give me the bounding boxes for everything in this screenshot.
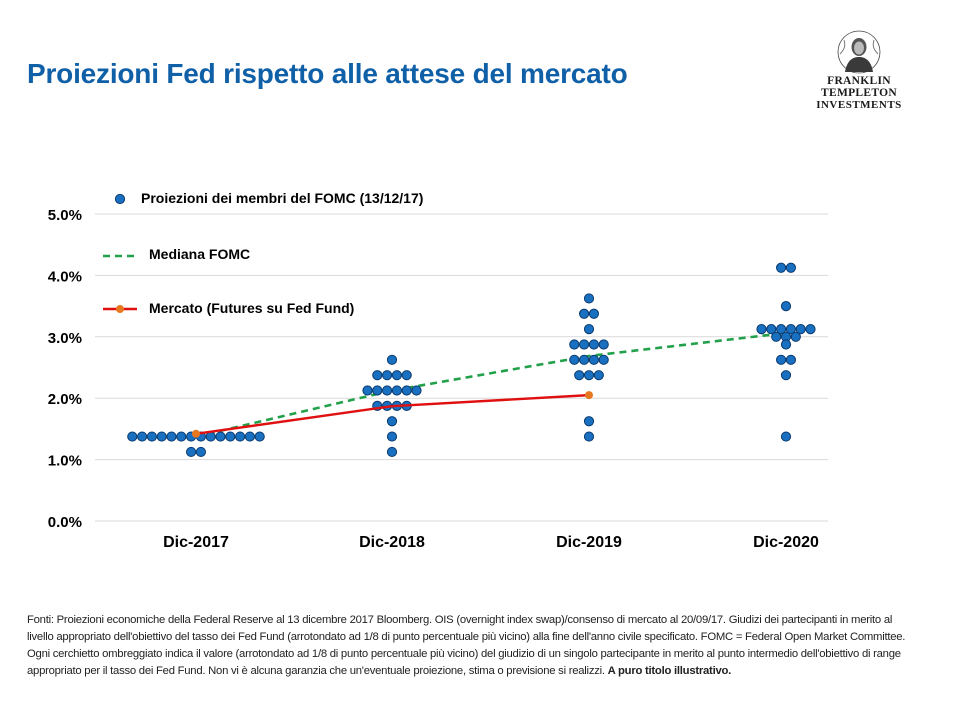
footnote-bold: A puro titolo illustrativo. bbox=[607, 665, 732, 677]
fomc-projection-dot bbox=[579, 339, 590, 350]
fomc-projection-dot bbox=[391, 370, 402, 381]
fomc-projection-dot bbox=[386, 354, 398, 365]
fomc-projection-dot bbox=[401, 370, 412, 381]
page-title: Proiezioni Fed rispetto alle attese del … bbox=[27, 58, 628, 89]
fomc-projection-dot bbox=[583, 416, 595, 427]
fomc-projection-dot bbox=[362, 385, 373, 396]
fomc-projection-dot bbox=[583, 293, 595, 304]
fomc-projection-dot bbox=[186, 446, 197, 458]
median-series-line bbox=[195, 331, 787, 438]
fomc-projection-dot bbox=[386, 416, 398, 427]
legend-dot-marker bbox=[114, 193, 126, 205]
fomc-dot-plot-chart: 0.0% 1.0% 2.0% 3.0% 4.0% 5.0% Dic-2017 Dic-2018… bbox=[48, 190, 828, 551]
x-tick-label: Dic-2019 bbox=[556, 534, 622, 551]
fomc-projection-dot bbox=[579, 308, 590, 319]
y-tick-label: 0.0% bbox=[48, 514, 82, 531]
fomc-projection-dot bbox=[372, 385, 383, 396]
y-tick-label: 5.0% bbox=[48, 207, 82, 224]
fomc-projection-dot bbox=[166, 431, 177, 442]
fomc-projection-dot bbox=[756, 324, 767, 335]
fomc-projection-dot bbox=[579, 354, 590, 365]
fomc-projection-dot bbox=[386, 446, 398, 458]
fomc-projection-dot bbox=[574, 370, 585, 381]
fomc-projection-dot bbox=[156, 431, 167, 442]
fomc-projection-dot bbox=[244, 431, 255, 442]
legend-label: Mercato (Futures su Fed Fund) bbox=[149, 300, 354, 316]
fomc-projection-dot bbox=[598, 354, 609, 365]
y-tick-label: 3.0% bbox=[48, 330, 82, 347]
fomc-projection-dot bbox=[372, 370, 383, 381]
fomc-projection-dot bbox=[766, 324, 777, 335]
fomc-projection-dot bbox=[780, 370, 792, 381]
fomc-projection-dot bbox=[588, 308, 600, 319]
fomc-projection-dot bbox=[235, 431, 246, 442]
fomc-projection-dot bbox=[588, 354, 600, 365]
fomc-projection-dot bbox=[583, 431, 595, 442]
market-series-line bbox=[195, 393, 590, 436]
footnote-text: Fonti: Proiezioni economiche della Feder… bbox=[27, 614, 906, 677]
y-tick-label: 2.0% bbox=[48, 391, 82, 408]
fomc-projection-dot bbox=[771, 331, 782, 342]
fomc-projection-dot bbox=[785, 324, 797, 335]
fomc-projection-dot bbox=[382, 385, 393, 396]
fomc-projection-dot bbox=[780, 339, 792, 350]
fomc-projection-dot bbox=[776, 354, 787, 365]
market-point bbox=[192, 429, 200, 438]
franklin-templeton-logo: FRANKLIN TEMPLETON INVESTMENTS bbox=[788, 30, 930, 111]
fomc-projection-dot bbox=[127, 431, 138, 442]
portrait-icon bbox=[837, 30, 881, 74]
y-tick-label: 1.0% bbox=[48, 453, 82, 470]
fomc-projection-dot bbox=[391, 385, 402, 396]
fomc-projection-dot bbox=[780, 301, 792, 312]
fomc-projection-dot bbox=[401, 385, 412, 396]
fomc-projection-dot bbox=[146, 431, 157, 442]
fomc-projection-dot bbox=[195, 446, 206, 458]
fomc-projection-dot bbox=[588, 339, 600, 350]
fomc-projection-dot bbox=[776, 324, 787, 335]
logo-line-1: FRANKLIN TEMPLETON bbox=[821, 75, 897, 99]
fomc-projection-dot bbox=[785, 354, 797, 365]
x-tick-label: Dic-2020 bbox=[753, 534, 819, 551]
x-tick-label: Dic-2017 bbox=[163, 534, 229, 551]
fomc-projection-dot bbox=[225, 431, 236, 442]
fomc-projection-dot bbox=[254, 431, 265, 442]
market-point bbox=[585, 391, 593, 400]
fomc-projection-dot bbox=[790, 331, 801, 342]
fomc-projection-dot bbox=[583, 324, 595, 335]
fomc-projection-dot bbox=[593, 370, 604, 381]
legend-label: Proiezioni dei membri del FOMC (13/12/17… bbox=[141, 190, 423, 206]
y-tick-label: 4.0% bbox=[48, 268, 82, 285]
fomc-projection-dot bbox=[805, 324, 816, 335]
fomc-projection-dot bbox=[176, 431, 187, 442]
fomc-projection-dot bbox=[137, 431, 148, 442]
fomc-projection-dot bbox=[411, 385, 422, 396]
footnote: Fonti: Proiezioni economiche della Feder… bbox=[27, 612, 907, 680]
logo-line-2: INVESTMENTS bbox=[816, 99, 902, 111]
fomc-projection-dot bbox=[583, 370, 595, 381]
fomc-projection-dot bbox=[785, 262, 797, 273]
legend-line-dot-marker bbox=[116, 305, 124, 313]
fomc-projection-dot bbox=[598, 339, 609, 350]
fomc-projection-dot bbox=[569, 339, 580, 350]
fomc-projection-dot bbox=[386, 431, 398, 442]
legend-label: Mediana FOMC bbox=[149, 246, 250, 262]
fomc-projection-dot bbox=[215, 431, 226, 442]
fomc-projection-dot bbox=[776, 262, 787, 273]
fomc-projection-dot bbox=[795, 324, 806, 335]
x-tick-label: Dic-2018 bbox=[359, 534, 425, 551]
fomc-projection-dot bbox=[382, 370, 393, 381]
fomc-projection-dot bbox=[569, 354, 580, 365]
fomc-projection-dot bbox=[780, 431, 792, 442]
